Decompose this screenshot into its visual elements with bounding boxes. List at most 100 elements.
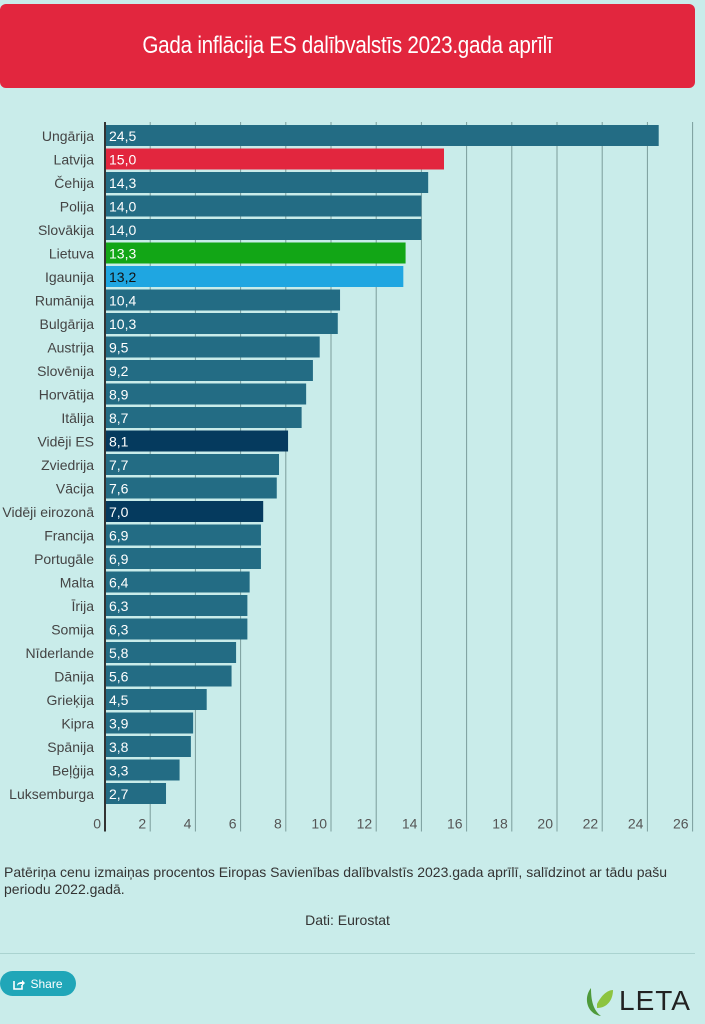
category-label: Vidēji eirozonā xyxy=(2,504,94,520)
category-label: Vācija xyxy=(56,481,94,497)
data-label: 7,6 xyxy=(109,481,129,497)
data-label: 5,8 xyxy=(109,645,129,661)
bar xyxy=(105,242,406,264)
bar xyxy=(105,336,320,358)
category-label: Beļģija xyxy=(52,763,94,779)
data-label: 10,3 xyxy=(109,316,136,332)
x-tick-label: 20 xyxy=(537,816,553,832)
data-label: 5,6 xyxy=(109,669,129,685)
x-tick-label: 14 xyxy=(402,816,418,832)
data-label: 8,9 xyxy=(109,387,129,403)
category-label: Latvija xyxy=(54,152,95,168)
bar xyxy=(105,783,167,804)
chart-title-text: Gada inflācija ES dalībvalstīs 2023.gada… xyxy=(142,32,553,59)
data-label: 14,0 xyxy=(109,199,136,215)
bar xyxy=(105,148,444,170)
x-tick-label: 2 xyxy=(138,816,146,832)
category-label: Polija xyxy=(60,199,94,215)
data-label: 7,7 xyxy=(109,457,129,473)
data-label: 3,3 xyxy=(109,763,129,779)
data-label: 3,9 xyxy=(109,716,129,732)
x-tick-label: 18 xyxy=(492,816,508,832)
data-label: 13,3 xyxy=(109,246,136,262)
bar xyxy=(105,501,264,522)
category-label: Horvātija xyxy=(39,387,94,403)
category-label: Čehija xyxy=(54,175,94,191)
bar xyxy=(105,689,207,710)
x-tick-label: 8 xyxy=(274,816,282,832)
bar xyxy=(105,618,248,640)
category-label: Francija xyxy=(44,528,94,544)
data-label: 14,0 xyxy=(109,222,136,238)
data-label: 6,9 xyxy=(109,528,129,544)
x-tick-label: 12 xyxy=(357,816,373,832)
share-button[interactable]: Share xyxy=(0,971,76,996)
bar xyxy=(105,712,194,734)
data-label: 8,1 xyxy=(109,434,129,450)
bar xyxy=(105,571,250,593)
x-tick-label: 6 xyxy=(229,816,237,832)
leta-logo-text: LETA xyxy=(619,985,691,1016)
bar xyxy=(105,195,422,217)
category-label: Malta xyxy=(60,575,94,591)
data-label: 8,7 xyxy=(109,410,129,426)
data-source: Dati: Eurostat xyxy=(305,912,390,928)
x-tick-label: 26 xyxy=(673,816,689,832)
data-label: 6,3 xyxy=(109,598,129,614)
category-label: Ungārija xyxy=(42,128,94,144)
data-label: 7,0 xyxy=(109,504,129,520)
data-label: 14,3 xyxy=(109,175,136,191)
category-label: Spānija xyxy=(47,739,94,755)
chart-caption: Patēriņa cenu izmaiņas procentos Eiropas… xyxy=(4,864,668,897)
category-label: Zviedrija xyxy=(41,457,94,473)
data-label: 6,4 xyxy=(109,575,129,591)
bar xyxy=(105,289,341,311)
bar xyxy=(105,454,280,475)
data-label: 9,2 xyxy=(109,363,129,379)
x-tick-label: 10 xyxy=(311,816,327,832)
category-label: Portugāle xyxy=(34,551,94,567)
share-label: Share xyxy=(30,976,63,991)
category-label: Vidēji ES xyxy=(37,434,94,450)
x-tick-label: 24 xyxy=(628,816,644,832)
bar xyxy=(105,595,248,616)
bar xyxy=(105,219,422,240)
bar xyxy=(105,665,232,687)
bar xyxy=(105,477,277,499)
category-label: Lietuva xyxy=(49,246,94,262)
category-label: Dānija xyxy=(54,669,94,685)
category-label: Rumānija xyxy=(35,293,94,309)
bar xyxy=(105,125,659,146)
category-label: Slovākija xyxy=(38,222,94,238)
bar xyxy=(105,383,307,405)
bar xyxy=(105,548,261,569)
category-label: Slovēnija xyxy=(37,363,94,379)
data-label: 6,9 xyxy=(109,551,129,567)
x-tick-label: 4 xyxy=(184,816,192,832)
category-label: Somija xyxy=(51,622,94,638)
category-label: Igaunija xyxy=(45,269,94,285)
bar xyxy=(105,642,237,663)
category-label: Luksemburga xyxy=(9,786,94,802)
category-label: Kipra xyxy=(61,716,94,732)
bar xyxy=(105,172,429,193)
data-label: 9,5 xyxy=(109,340,129,356)
data-label: 6,3 xyxy=(109,622,129,638)
category-label: Itālija xyxy=(61,410,94,426)
bar xyxy=(105,360,313,381)
bar xyxy=(105,524,261,546)
bar xyxy=(105,407,302,428)
leta-logo: LETA xyxy=(585,984,691,1018)
chart-title: Gada inflācija ES dalībvalstīs 2023.gada… xyxy=(0,4,695,88)
bar xyxy=(105,759,180,781)
share-icon xyxy=(13,979,26,990)
x-tick-label: 22 xyxy=(583,816,599,832)
data-label: 13,2 xyxy=(109,269,136,285)
category-label: Austrija xyxy=(47,340,94,356)
bar xyxy=(105,430,289,452)
category-label: Īrija xyxy=(71,598,94,614)
data-label: 24,5 xyxy=(109,128,136,144)
x-tick-label: 16 xyxy=(447,816,463,832)
data-label: 15,0 xyxy=(109,152,136,168)
data-label: 2,7 xyxy=(109,786,129,802)
